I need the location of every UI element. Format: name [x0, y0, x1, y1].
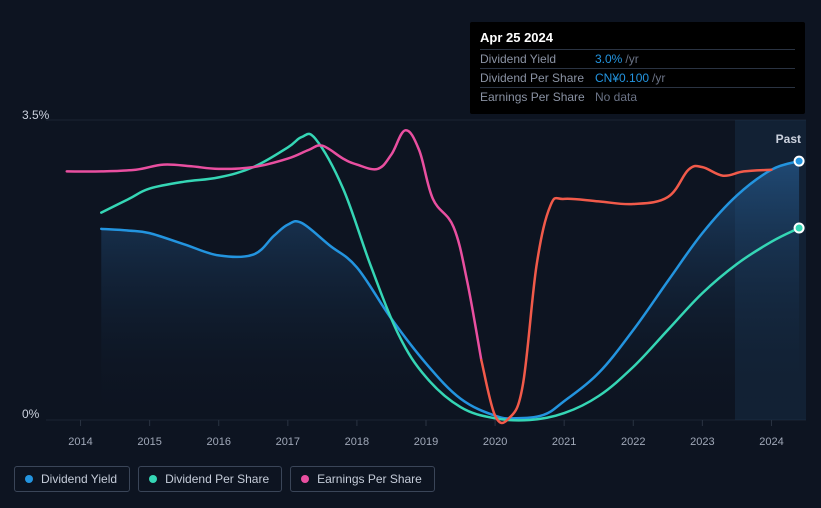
- x-axis-labels: 2014 2015 2016 2017 2018 2019 2020 2021 2022 2023…: [0, 436, 821, 452]
- x-axis-tick-label: 2017: [276, 436, 300, 448]
- tooltip-row-unit: /yr: [625, 52, 638, 66]
- legend-item[interactable]: Earnings Per Share: [290, 466, 435, 492]
- tooltip-row-nodata: No data: [595, 90, 637, 104]
- tooltip-row-label: Dividend Yield: [480, 52, 595, 66]
- x-axis-tick-label: 2019: [414, 436, 438, 448]
- x-axis-tick-label: 2016: [206, 436, 230, 448]
- legend-label: Dividend Yield: [41, 472, 117, 486]
- x-axis-tick-label: 2024: [759, 436, 783, 448]
- legend-item[interactable]: Dividend Per Share: [138, 466, 282, 492]
- legend-dot-icon: [301, 475, 309, 483]
- tooltip-rows: Dividend Yield3.0%/yrDividend Per ShareC…: [480, 49, 795, 106]
- tooltip-row: Dividend Yield3.0%/yr: [480, 49, 795, 68]
- tooltip-row-unit: /yr: [652, 71, 665, 85]
- tooltip-row: Earnings Per ShareNo data: [480, 87, 795, 106]
- tooltip-row-value: 3.0%: [595, 52, 622, 66]
- x-axis-tick-label: 2014: [68, 436, 92, 448]
- x-axis-tick-label: 2018: [345, 436, 369, 448]
- legend-label: Earnings Per Share: [317, 472, 422, 486]
- legend-dot-icon: [25, 475, 33, 483]
- tooltip-date: Apr 25 2024: [480, 30, 795, 49]
- x-axis-tick-label: 2021: [552, 436, 576, 448]
- x-axis-tick-label: 2022: [621, 436, 645, 448]
- tooltip-row-label: Earnings Per Share: [480, 90, 595, 104]
- x-axis-tick-label: 2020: [483, 436, 507, 448]
- past-region-label: Past: [776, 132, 801, 146]
- tooltip-row: Dividend Per ShareCN¥0.100/yr: [480, 68, 795, 87]
- y-axis-max-label: 3.5%: [22, 108, 49, 122]
- chart-legend: Dividend Yield Dividend Per Share Earnings…: [14, 466, 435, 492]
- x-axis-tick-label: 2023: [690, 436, 714, 448]
- y-axis-min-label: 0%: [22, 407, 39, 421]
- x-axis-tick-label: 2015: [137, 436, 161, 448]
- legend-dot-icon: [149, 475, 157, 483]
- legend-label: Dividend Per Share: [165, 472, 269, 486]
- legend-item[interactable]: Dividend Yield: [14, 466, 130, 492]
- tooltip-row-label: Dividend Per Share: [480, 71, 595, 85]
- tooltip-row-value: CN¥0.100: [595, 71, 649, 85]
- chart-tooltip: Apr 25 2024 Dividend Yield3.0%/yrDividen…: [470, 22, 805, 114]
